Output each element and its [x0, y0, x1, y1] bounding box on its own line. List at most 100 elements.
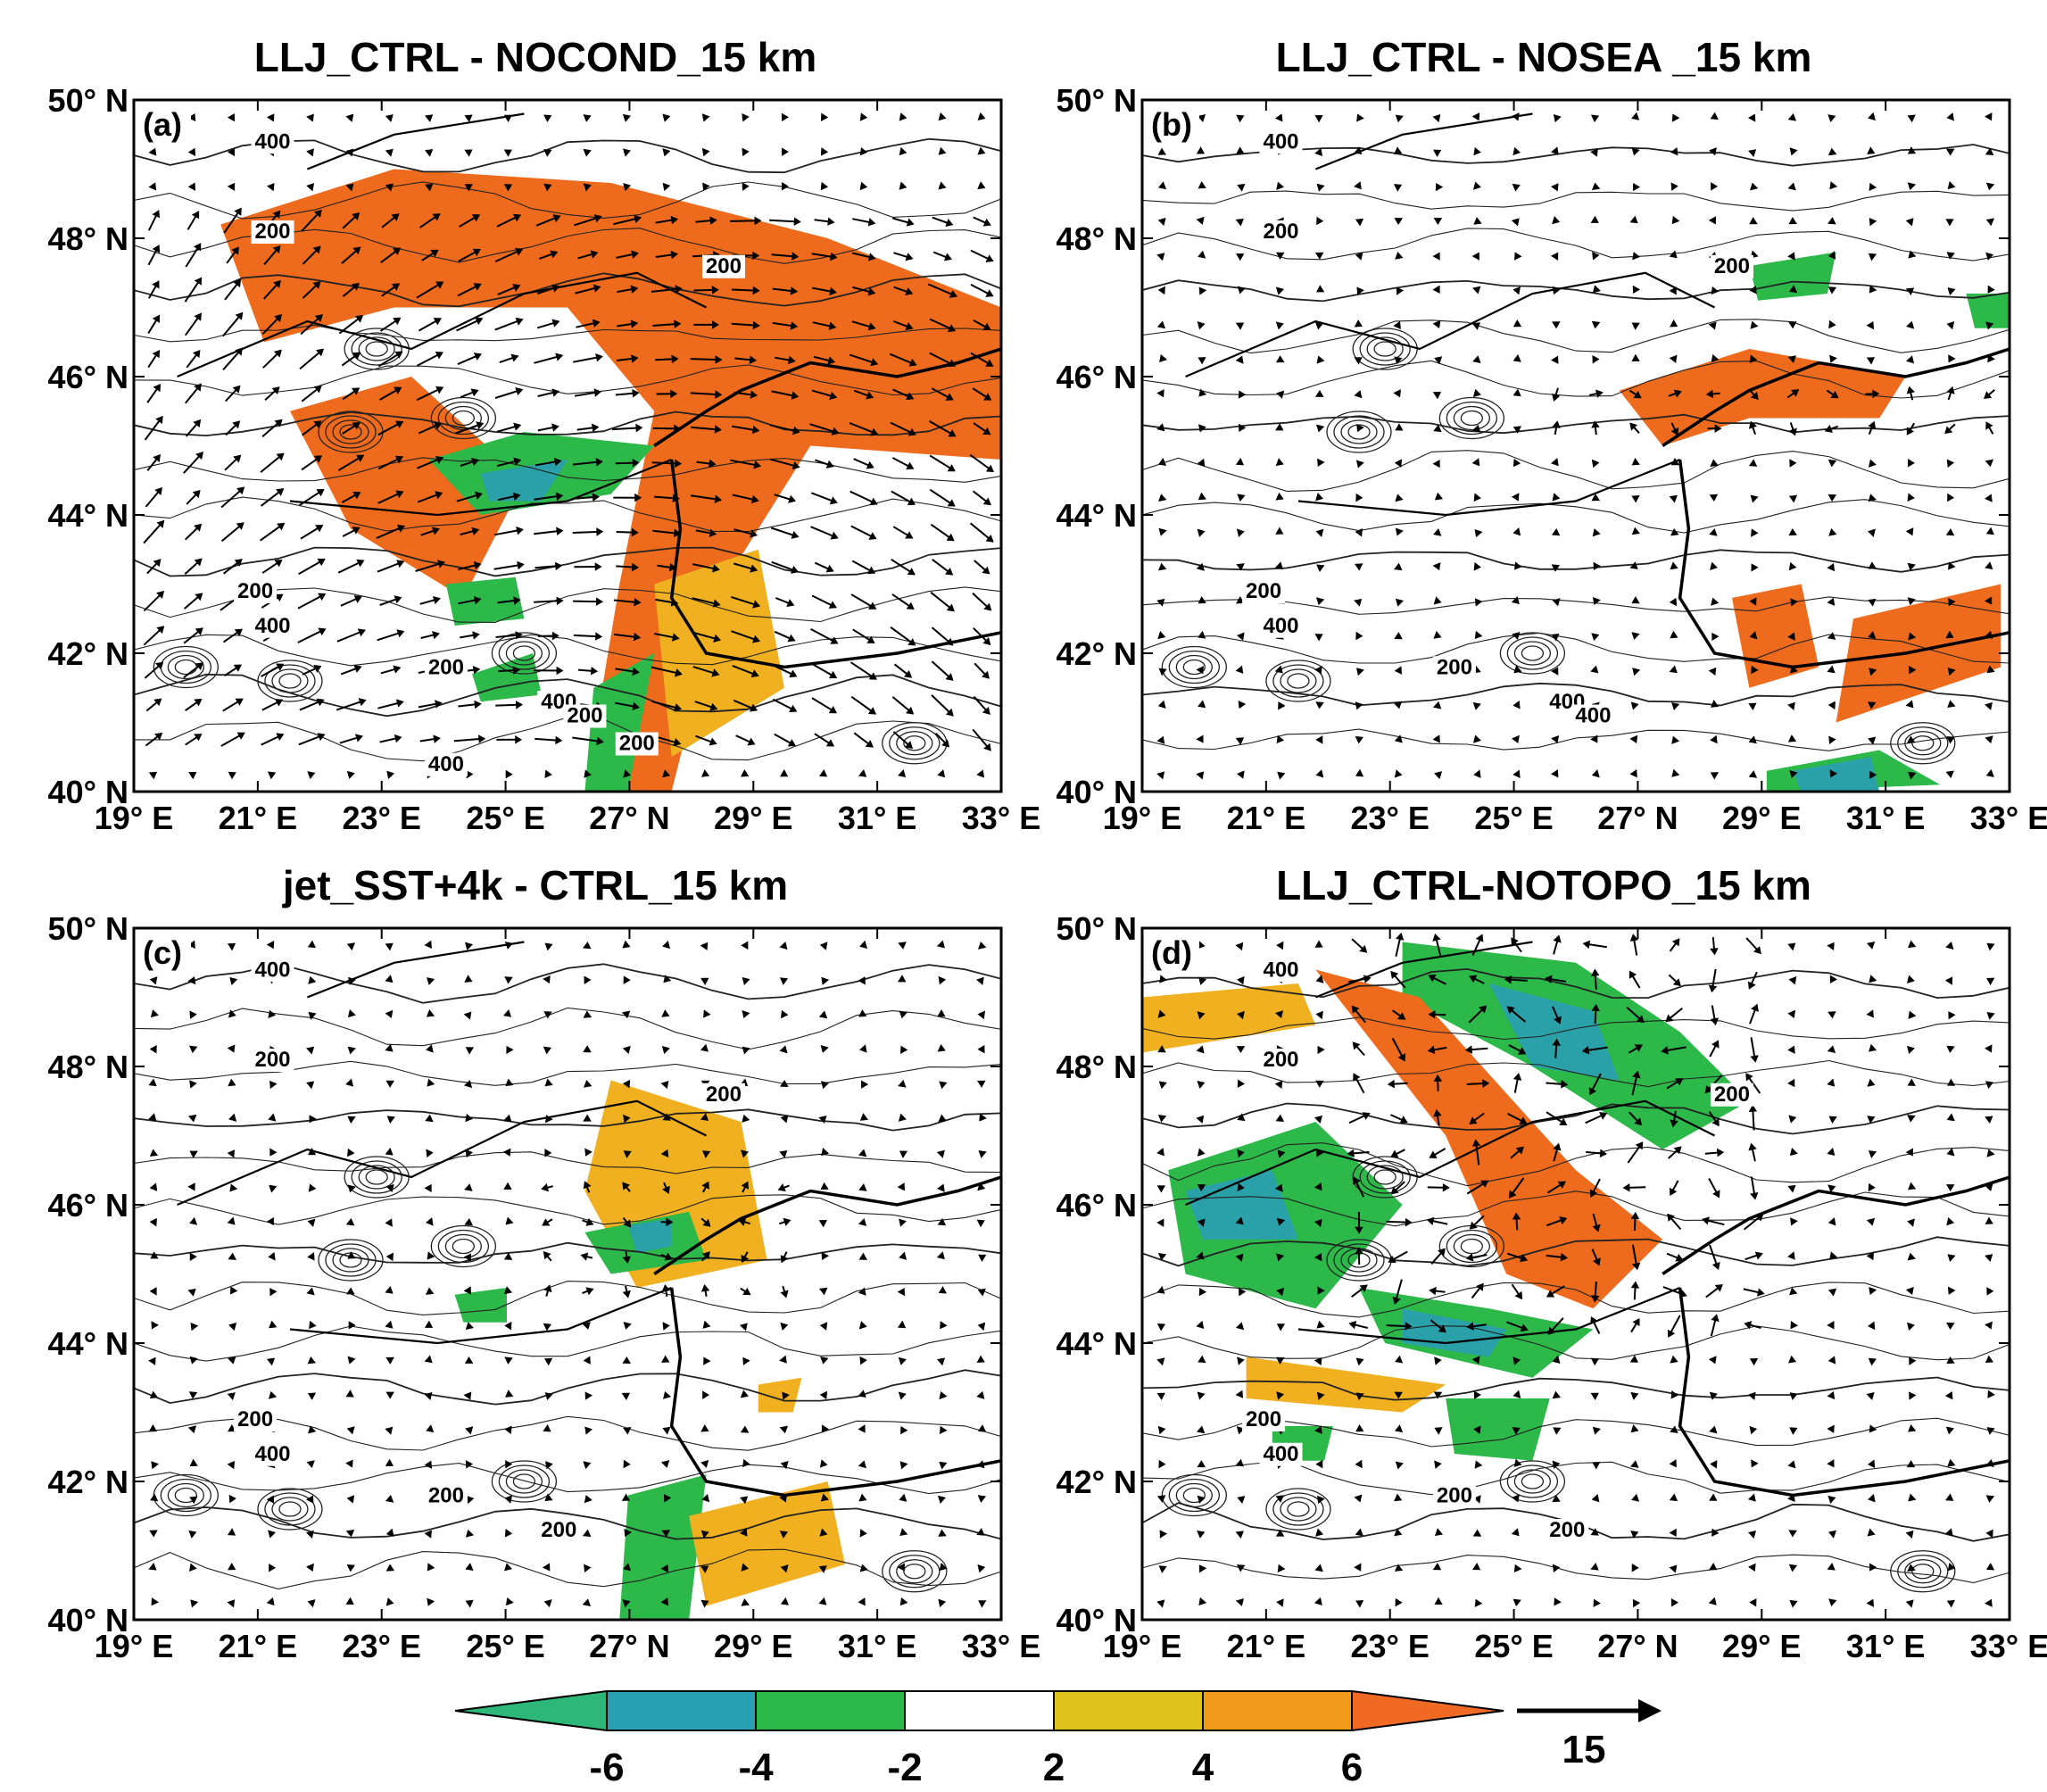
wind-arrow-head	[780, 1460, 789, 1470]
lon-label: 25° E	[1474, 1628, 1553, 1664]
wind-arrow-head	[1868, 112, 1876, 121]
contour-label-bg	[1242, 1408, 1286, 1431]
wind-arrow-head	[542, 1218, 551, 1226]
wind-arrow-head	[1632, 1070, 1641, 1079]
contour-ring	[1265, 1488, 1331, 1531]
wind-arrow-head	[1787, 1493, 1795, 1502]
wind-arrow-head	[1197, 1183, 1206, 1192]
wind-arrow-head	[227, 147, 235, 157]
wind-arrow-head	[1907, 459, 1915, 468]
wind-arrow-head	[818, 1010, 828, 1019]
wind-arrow-head	[819, 1287, 828, 1296]
wind-arrow-head	[347, 1116, 356, 1124]
wind-arrow-head	[1315, 528, 1324, 537]
wind-arrow-head	[472, 631, 480, 640]
wind-arrow-head	[1354, 181, 1362, 190]
wind-arrow-head	[543, 183, 552, 192]
wind-arrow-head	[152, 280, 160, 289]
wind-arrow-head	[1827, 1424, 1835, 1433]
wind-arrow-head	[1714, 424, 1722, 433]
wind-arrow-head	[1434, 1528, 1444, 1536]
contour-label-bg	[701, 254, 745, 278]
wind-arrow-head	[1196, 1251, 1205, 1260]
wind-arrow-head	[1670, 527, 1679, 536]
wind-arrow-head	[188, 771, 197, 780]
wind-arrow-head	[1471, 252, 1479, 261]
wind-arrow-head	[660, 1460, 670, 1468]
wind-arrow-head	[1869, 1563, 1877, 1572]
contour-label: 200	[706, 1083, 742, 1107]
wind-arrow-head	[352, 527, 361, 535]
lat-label: 40° N	[48, 1602, 128, 1639]
wind-arrow-head	[269, 1148, 278, 1157]
wind-arrow-head	[1316, 424, 1325, 433]
wind-arrow-head	[1314, 1597, 1322, 1605]
wind-arrow-head	[820, 1044, 829, 1053]
wind-arrow-head	[1787, 1251, 1795, 1260]
wind-arrow-head	[1511, 493, 1520, 502]
wind-arrow-head	[512, 492, 521, 501]
wind-arrow-head	[503, 1182, 512, 1190]
wind-arrow-head	[661, 1045, 670, 1055]
wind-arrow-head	[1237, 286, 1246, 295]
wind-arrow-head	[905, 287, 914, 296]
wind-arrow-head	[229, 1183, 238, 1192]
wind-arrow-head	[662, 113, 671, 122]
wind-arrow-head	[1907, 1564, 1916, 1572]
wind-arrow-head	[945, 218, 954, 228]
wind-arrow-head	[463, 1286, 471, 1295]
wind-arrow-head	[867, 322, 876, 331]
wind-arrow-head	[234, 207, 242, 216]
wind-arrow-head	[751, 635, 761, 643]
lon-label: 19° E	[95, 1628, 173, 1664]
wind-arrow-head	[900, 1045, 908, 1055]
wind-arrow-head	[1985, 561, 1993, 569]
wind-arrow-head	[433, 734, 441, 743]
lat-label: 40° N	[48, 774, 128, 810]
wind-arrow-head	[269, 1080, 278, 1090]
wind-arrow-head	[266, 1495, 275, 1504]
wind-arrow-head	[314, 314, 324, 322]
wind-arrow-head	[1868, 494, 1877, 502]
contour-line	[1142, 1282, 2010, 1318]
wind-arrow-head	[305, 1530, 314, 1539]
wind-arrow-head	[1355, 218, 1364, 227]
contour-label-bg	[251, 1049, 294, 1072]
wind-arrow-head	[1631, 494, 1640, 503]
wind-arrow-head	[1906, 320, 1915, 329]
wind-arrow-head	[937, 769, 946, 778]
wind-arrow-head	[1316, 1391, 1325, 1400]
wind-arrow-head	[1158, 494, 1167, 502]
lon-label: 23° E	[342, 1628, 420, 1664]
wind-arrow-head	[1985, 768, 1994, 777]
wind-arrow-head	[503, 1286, 512, 1295]
wind-arrow-head	[1429, 1286, 1437, 1296]
wind-arrow-head	[1474, 598, 1483, 607]
wind-arrow-head	[1749, 217, 1758, 225]
wind-arrow-head	[464, 1183, 473, 1191]
wind-arrow-head	[555, 353, 564, 361]
wind-arrow-head	[506, 1045, 514, 1055]
wind-arrow-head	[1588, 1087, 1597, 1096]
wind-arrow-head	[1635, 1141, 1644, 1150]
wind-arrow-head	[1396, 598, 1405, 607]
wind-arrow-head	[978, 1254, 987, 1263]
wind-arrow-head	[938, 975, 947, 985]
wind-arrow-head	[1394, 146, 1403, 155]
coastline	[1314, 941, 1533, 999]
wind-arrow-head	[624, 1528, 633, 1538]
wind-arrow-head	[385, 1183, 394, 1193]
wind-arrow-head	[1710, 1017, 1720, 1026]
wind-arrow-head	[1827, 1011, 1836, 1019]
wind-arrow-head	[153, 559, 162, 568]
wind-arrow-head	[741, 1563, 750, 1572]
wind-arrow-head	[316, 488, 325, 497]
wind-arrow-head	[1156, 1392, 1165, 1401]
wind-arrow-head	[906, 706, 915, 715]
wind-arrow-head	[947, 464, 956, 472]
wind-arrow-head	[1553, 114, 1562, 123]
wind-arrow-head	[393, 317, 402, 326]
wind-arrow-head	[345, 113, 354, 122]
wind-arrow-head	[307, 771, 316, 780]
panel-label: (c)	[143, 934, 182, 971]
